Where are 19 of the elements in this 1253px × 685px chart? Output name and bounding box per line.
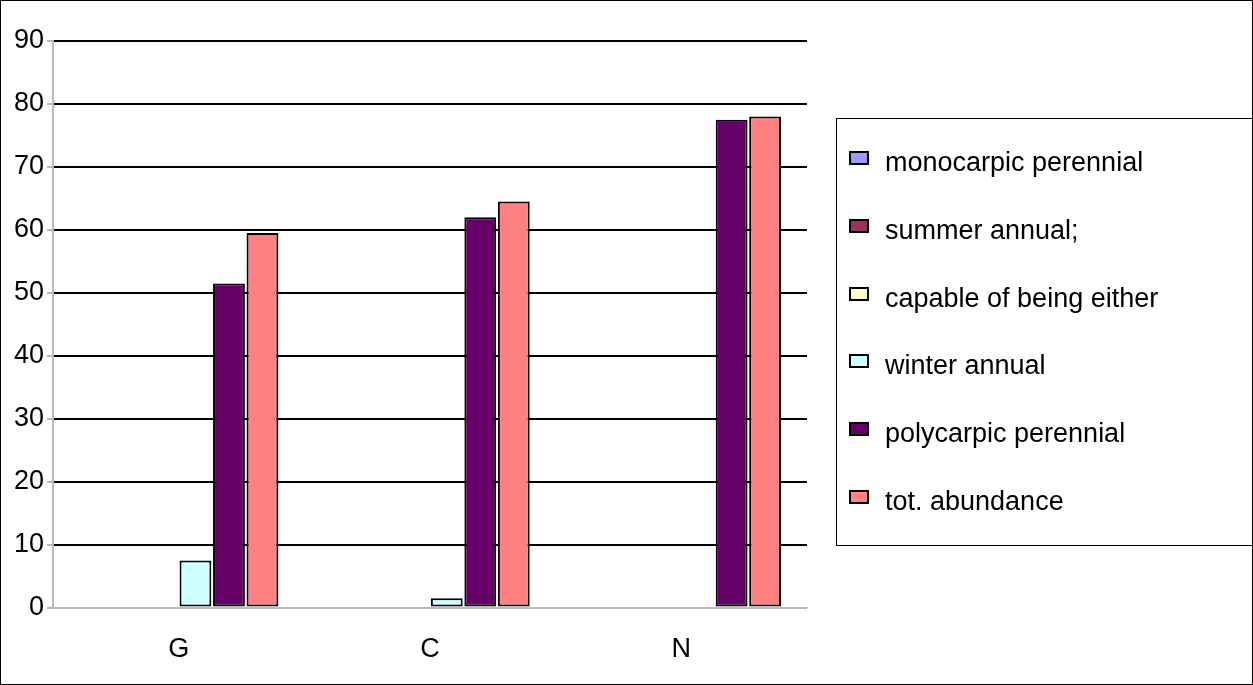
legend-label: polycarpic perennial xyxy=(885,417,1126,449)
y-tick-label: 20 xyxy=(13,465,45,496)
legend-label: summer annual; xyxy=(885,214,1079,246)
y-tick-label: 0 xyxy=(29,591,45,622)
y-tick-label: 80 xyxy=(13,87,45,118)
y-tick-label: 30 xyxy=(13,402,45,433)
y-tick-label: 10 xyxy=(13,528,45,559)
y-tick-label: 90 xyxy=(13,24,45,55)
y-tick-label: 50 xyxy=(13,276,45,307)
legend-label: winter annual xyxy=(885,350,1046,382)
legend-label: capable of being either xyxy=(885,282,1159,314)
x-tick-label: N xyxy=(671,633,692,664)
legend-label: tot. abundance xyxy=(885,485,1064,517)
x-tick-label: G xyxy=(168,633,190,664)
x-tick-label: C xyxy=(420,633,440,664)
y-tick-label: 40 xyxy=(13,339,45,370)
y-tick-label: 70 xyxy=(13,150,45,181)
legend-label: monocarpic perennial xyxy=(885,147,1144,179)
y-tick-label: 60 xyxy=(13,213,45,244)
